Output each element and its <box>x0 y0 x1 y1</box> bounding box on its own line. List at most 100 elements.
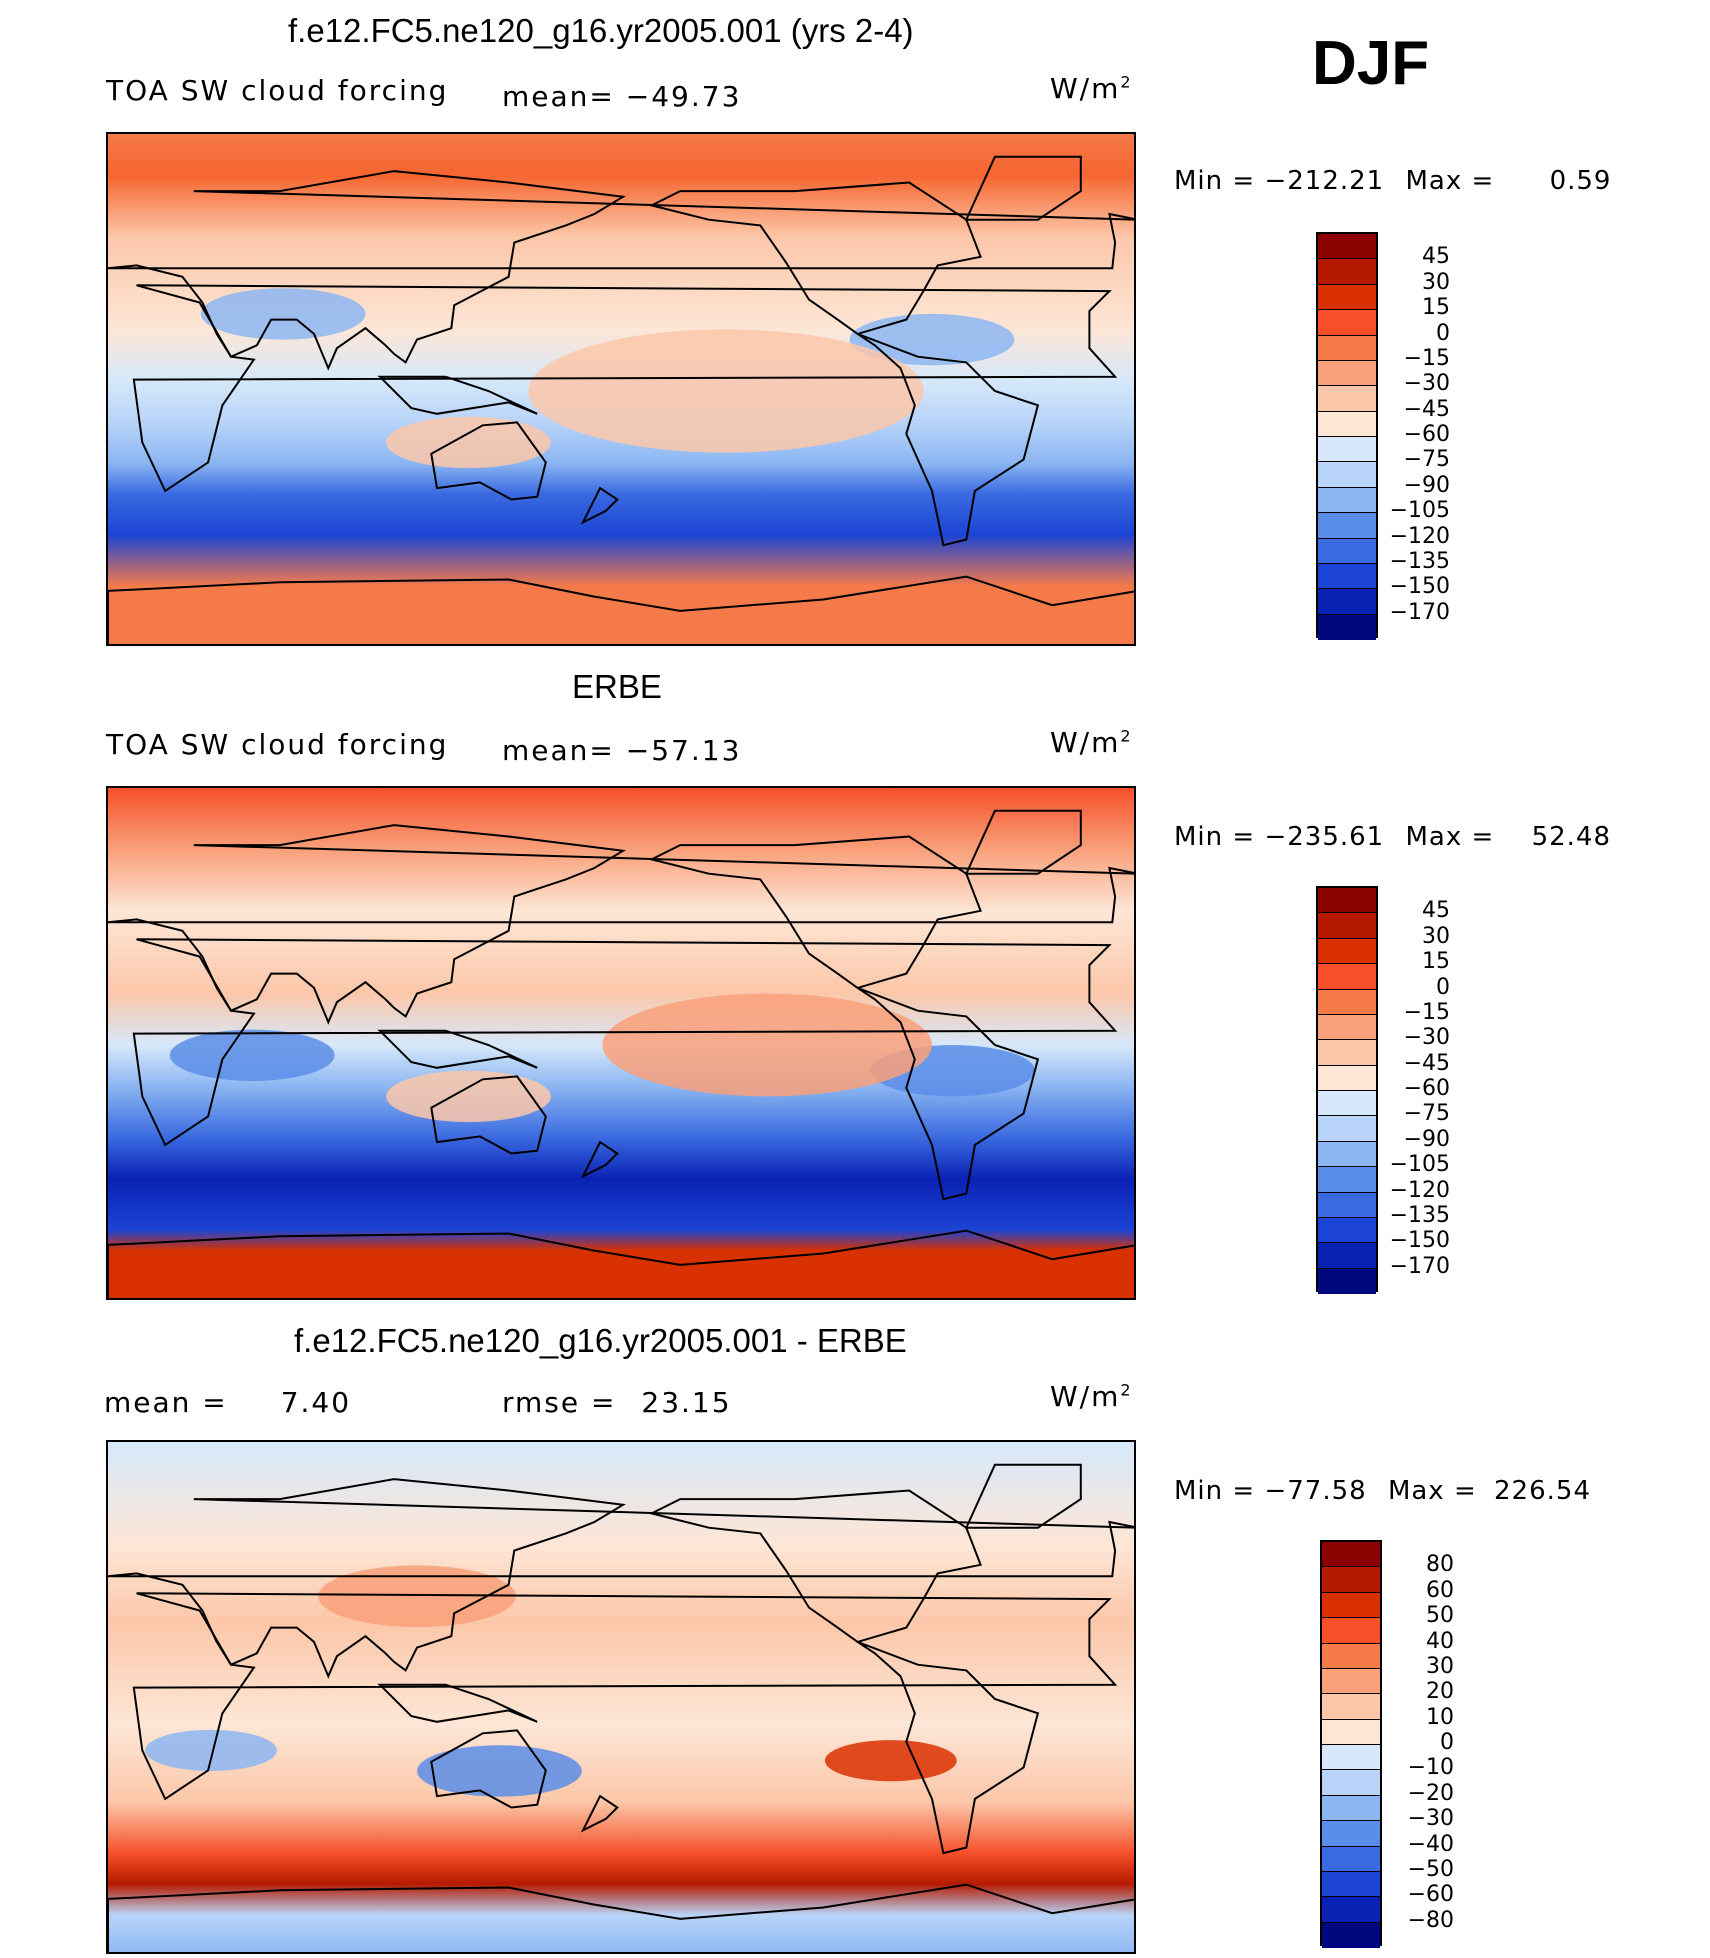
units-text: W/m <box>1050 1380 1121 1413</box>
units-superscript: 2 <box>1120 1380 1133 1400</box>
variable-label: TOA SW cloud forcing <box>106 728 449 761</box>
colorbar <box>1320 1540 1382 1948</box>
colorbar-swatch <box>1322 1846 1380 1872</box>
colorbar-swatch <box>1318 487 1376 514</box>
colorbar-level-label: −60 <box>1403 1076 1450 1101</box>
coastline <box>132 938 1118 1147</box>
colorbar-swatch <box>1318 513 1376 539</box>
colorbar-level-label: −60 <box>1407 1882 1454 1908</box>
map-field <box>108 1442 1134 1952</box>
colorbar-level-label: 30 <box>1426 1653 1454 1679</box>
colorbar-swatch <box>1318 411 1376 437</box>
colorbar-level-label: −20 <box>1407 1780 1454 1806</box>
colorbar-swatch <box>1318 538 1376 564</box>
colorbar-level-label: −15 <box>1403 345 1450 371</box>
colorbar-swatch <box>1318 1116 1376 1142</box>
min-max-readout: Min = −235.61 Max = 52.48 <box>1174 822 1611 852</box>
colorbar-level-label: −105 <box>1389 498 1450 524</box>
min-max-readout: Min = −77.58 Max = 226.54 <box>1174 1476 1591 1506</box>
colorbar-swatch <box>1318 1167 1376 1193</box>
rmse-value: 23.15 <box>641 1386 732 1419</box>
coastline <box>377 1683 538 1723</box>
colorbar-level-label: −45 <box>1403 1050 1450 1076</box>
coastline <box>580 1140 619 1179</box>
map-field <box>108 788 1134 1298</box>
min-value: −235.61 <box>1264 822 1385 852</box>
colorbar-level-label: 45 <box>1422 244 1450 270</box>
coastline <box>857 1640 1040 1855</box>
coastline <box>132 1592 1118 1801</box>
min-value: −77.58 <box>1264 1476 1367 1506</box>
colorbar-swatch <box>1318 964 1376 990</box>
panel-title: ERBE <box>572 668 662 705</box>
min-max-readout: Min = −212.21 Max = 0.59 <box>1174 166 1611 196</box>
colorbar-level-label: −50 <box>1407 1856 1454 1882</box>
colorbar-swatch <box>1318 989 1376 1015</box>
rmse-readout: rmse = 23.15 <box>502 1386 732 1419</box>
colorbar-swatch <box>1318 284 1376 311</box>
min-value: −212.21 <box>1264 166 1385 196</box>
colorbar-swatch <box>1322 1871 1380 1898</box>
coastline <box>132 284 1118 493</box>
colorbar-swatch <box>1322 1643 1380 1669</box>
mean-value: −57.13 <box>625 734 742 767</box>
colorbar-level-label: 0 <box>1436 320 1450 346</box>
colorbar-swatch <box>1322 1770 1380 1796</box>
coastline <box>857 986 1040 1201</box>
colorbar-swatch <box>1318 589 1376 615</box>
coastline <box>648 1489 982 1643</box>
coastline <box>430 1075 547 1155</box>
colorbar-swatch <box>1318 310 1376 336</box>
colorbar-swatch <box>1322 1694 1380 1720</box>
coastline <box>430 421 547 501</box>
mean-value: −49.73 <box>625 80 742 113</box>
mean-readout: mean= −57.13 <box>502 734 741 767</box>
field-anomaly <box>417 1745 582 1797</box>
mean-readout: mean = 7.40 <box>104 1386 351 1419</box>
field-anomaly <box>145 1729 277 1771</box>
colorbar-swatch <box>1318 335 1376 361</box>
coastline <box>108 575 1134 644</box>
coastline <box>108 1883 1134 1952</box>
coastline <box>964 155 1082 221</box>
colorbar-swatch <box>1318 1243 1376 1269</box>
max-value: 0.59 <box>1549 166 1612 196</box>
colorbar-level-label: −45 <box>1403 396 1450 422</box>
coastline <box>964 809 1082 875</box>
max-label: Max = <box>1405 166 1495 196</box>
colorbar-swatch <box>1322 1795 1380 1822</box>
colorbar-level-label: −150 <box>1389 574 1450 600</box>
coastline <box>648 181 982 335</box>
colorbar-swatch <box>1322 1922 1380 1948</box>
min-label: Min = <box>1174 822 1256 852</box>
field-anomaly <box>849 313 1015 366</box>
max-label: Max = <box>1405 822 1495 852</box>
field-background <box>108 1442 1134 1952</box>
colorbar-swatch <box>1318 1217 1376 1244</box>
units-superscript: 2 <box>1120 72 1133 92</box>
variable-label: TOA SW cloud forcing <box>106 74 449 107</box>
colorbar <box>1316 886 1378 1294</box>
units-label: W/m2 <box>1050 72 1133 105</box>
colorbar-swatch <box>1322 1745 1380 1771</box>
colorbar-swatch <box>1318 614 1376 640</box>
units-text: W/m <box>1050 72 1121 105</box>
map-plot-difference <box>106 1440 1136 1954</box>
coastline <box>377 375 538 415</box>
mean-readout: mean= −49.73 <box>502 80 741 113</box>
colorbar-swatch <box>1322 1821 1380 1847</box>
colorbar-level-label: −30 <box>1407 1806 1454 1832</box>
field-anomaly <box>200 288 366 340</box>
colorbar-swatch <box>1318 1091 1376 1117</box>
max-value: 226.54 <box>1494 1476 1591 1506</box>
units-text: W/m <box>1050 726 1121 759</box>
colorbar-swatch <box>1318 1065 1376 1091</box>
colorbar-level-label: 80 <box>1426 1552 1454 1578</box>
colorbar-level-label: −120 <box>1389 523 1450 549</box>
colorbar-level-label: 40 <box>1426 1628 1454 1654</box>
field-anomaly <box>602 993 932 1097</box>
colorbar-swatch <box>1322 1719 1380 1745</box>
colorbar-swatch <box>1322 1897 1380 1923</box>
colorbar-swatch <box>1318 360 1376 387</box>
colorbar-level-label: −90 <box>1403 472 1450 498</box>
